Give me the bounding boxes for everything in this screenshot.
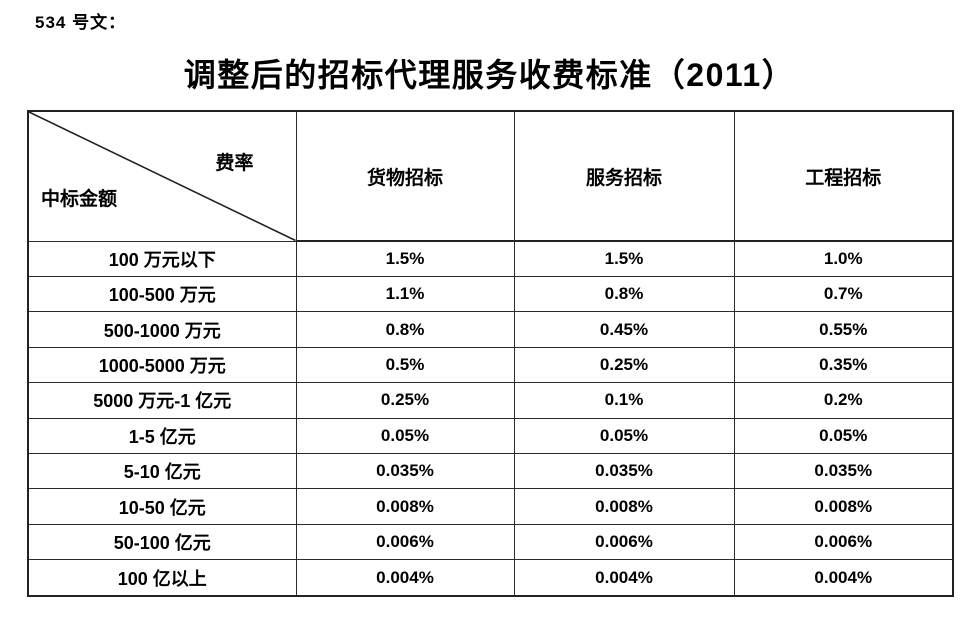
rate-cell-engineering: 0.006% xyxy=(733,523,954,561)
rate-cell-goods: 1.5% xyxy=(295,240,515,277)
rate-cell-engineering: 0.35% xyxy=(733,346,954,384)
rate-cell-engineering: 1.0% xyxy=(733,240,954,277)
rate-cell-goods: 0.05% xyxy=(295,417,515,455)
page-title: 调整后的招标代理服务收费标准（2011） xyxy=(183,57,796,93)
fee-standard-table: 费率 中标金额 货物招标 服务招标 工程招标 100 万元以下 1.5% 1.5… xyxy=(27,110,954,597)
header-row: 费率 中标金额 货物招标 服务招标 工程招标 xyxy=(27,110,954,242)
doc-number-label: 534 号文： xyxy=(35,13,127,32)
corner-cell: 费率 中标金额 xyxy=(27,110,297,242)
rate-cell-engineering: 0.008% xyxy=(733,488,954,525)
table-row: 100-500 万元 1.1% 0.8% 0.7% xyxy=(27,275,954,313)
amount-cell: 5000 万元-1 亿元 xyxy=(27,382,297,419)
diagonal-line-icon xyxy=(29,112,296,241)
rate-cell-engineering: 0.035% xyxy=(733,453,954,490)
table-header: 费率 中标金额 货物招标 服务招标 工程招标 xyxy=(27,110,954,242)
amount-cell: 100 亿以上 xyxy=(27,559,297,597)
rate-cell-service: 0.006% xyxy=(513,523,735,561)
amount-cell: 100 万元以下 xyxy=(27,240,297,277)
amount-cell: 5-10 亿元 xyxy=(27,453,297,490)
amount-cell: 500-1000 万元 xyxy=(27,311,297,348)
rate-cell-engineering: 0.2% xyxy=(733,382,954,419)
corner-label-rate: 费率 xyxy=(215,153,254,174)
rate-cell-goods: 0.004% xyxy=(295,559,515,597)
table-row: 100 亿以上 0.004% 0.004% 0.004% xyxy=(27,559,954,597)
rate-cell-service: 0.45% xyxy=(513,311,735,348)
corner-label-amount: 中标金额 xyxy=(41,188,118,210)
table-row: 10-50 亿元 0.008% 0.008% 0.008% xyxy=(27,488,954,525)
rate-cell-service: 0.1% xyxy=(513,382,735,419)
table-row: 5000 万元-1 亿元 0.25% 0.1% 0.2% xyxy=(27,382,954,419)
rate-cell-service: 0.25% xyxy=(513,346,735,384)
column-header-service-tender: 服务招标 xyxy=(513,110,735,242)
amount-cell: 100-500 万元 xyxy=(27,275,297,313)
table-row: 1000-5000 万元 0.5% 0.25% 0.35% xyxy=(27,346,954,384)
table-row: 100 万元以下 1.5% 1.5% 1.0% xyxy=(27,240,954,277)
rate-cell-service: 0.8% xyxy=(513,275,735,313)
table-row: 500-1000 万元 0.8% 0.45% 0.55% xyxy=(27,311,954,348)
amount-cell: 1-5 亿元 xyxy=(27,417,297,455)
rate-cell-service: 0.004% xyxy=(513,559,735,597)
table-row: 1-5 亿元 0.05% 0.05% 0.05% xyxy=(27,417,954,455)
rate-cell-engineering: 0.05% xyxy=(733,417,954,455)
rate-cell-goods: 1.1% xyxy=(295,275,515,313)
rate-cell-service: 0.05% xyxy=(513,417,735,455)
rate-cell-goods: 0.006% xyxy=(295,523,515,561)
column-header-goods-tender: 货物招标 xyxy=(295,110,515,242)
rate-cell-service: 1.5% xyxy=(513,240,735,277)
table-row: 5-10 亿元 0.035% 0.035% 0.035% xyxy=(27,453,954,490)
rate-cell-goods: 0.008% xyxy=(295,488,515,525)
rate-cell-engineering: 0.004% xyxy=(733,559,954,597)
amount-cell: 10-50 亿元 xyxy=(27,488,297,525)
rate-cell-goods: 0.8% xyxy=(295,311,515,348)
rate-cell-service: 0.008% xyxy=(513,488,735,525)
rate-cell-engineering: 0.55% xyxy=(733,311,954,348)
amount-cell: 50-100 亿元 xyxy=(27,523,297,561)
rate-cell-goods: 0.25% xyxy=(295,382,515,419)
amount-cell: 1000-5000 万元 xyxy=(27,346,297,384)
fee-table-body: 100 万元以下 1.5% 1.5% 1.0% 100-500 万元 1.1% … xyxy=(27,240,954,597)
rate-cell-goods: 0.5% xyxy=(295,346,515,384)
rate-cell-service: 0.035% xyxy=(513,453,735,490)
rate-cell-engineering: 0.7% xyxy=(733,275,954,313)
column-header-engineering-tender: 工程招标 xyxy=(733,110,954,242)
table-row: 50-100 亿元 0.006% 0.006% 0.006% xyxy=(27,523,954,561)
rate-cell-goods: 0.035% xyxy=(295,453,515,490)
